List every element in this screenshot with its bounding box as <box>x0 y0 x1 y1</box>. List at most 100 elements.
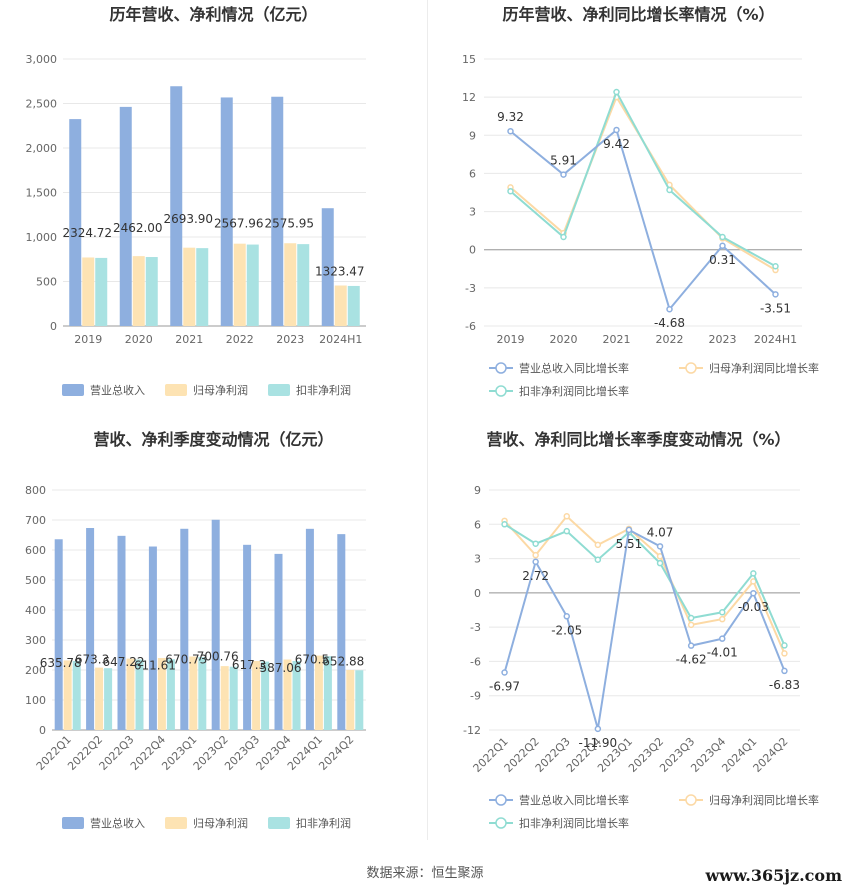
line-data-label: -3.51 <box>760 301 791 315</box>
bar-revenue <box>321 208 334 326</box>
bar-revenue <box>119 106 132 326</box>
bar-data-label: 670.73 <box>165 653 207 667</box>
y-tick-label: 3 <box>474 553 481 566</box>
bar-revenue <box>305 528 314 730</box>
x-tick-label: 2019 <box>497 333 525 346</box>
bar-revenue <box>54 539 63 730</box>
bar-net-profit <box>157 658 166 730</box>
bar-revenue <box>69 119 82 327</box>
data-point <box>560 171 567 178</box>
bar-data-label: 652.88 <box>322 654 364 668</box>
data-point <box>501 669 508 676</box>
legend-label: 营业总收入 <box>90 383 145 397</box>
y-tick-label: 500 <box>36 276 57 289</box>
bar-data-label: 617.3 <box>232 658 266 672</box>
bar-revenue <box>211 519 220 730</box>
legend-swatch <box>62 817 84 829</box>
data-point <box>666 186 673 194</box>
chart-title: 历年营收、净利同比增长率情况（%） <box>502 5 774 24</box>
bar-net-profit <box>189 656 198 730</box>
line-data-label: 5.51 <box>616 537 643 551</box>
bar-net-profit <box>95 667 104 730</box>
data-point <box>781 650 788 657</box>
data-point <box>613 126 620 134</box>
bar-deducted-profit <box>261 661 270 730</box>
bar-revenue <box>117 535 126 730</box>
series-line-revenue <box>503 528 786 730</box>
data-point <box>719 242 726 250</box>
y-tick-label: -6 <box>465 320 476 333</box>
data-point <box>781 642 788 649</box>
y-tick-label: 3,000 <box>26 53 58 66</box>
series-line-net-profit <box>503 514 786 654</box>
data-point <box>625 526 633 534</box>
x-tick-label: 2024H1 <box>754 333 797 346</box>
y-tick-label: 500 <box>25 574 46 587</box>
legend-marker <box>495 385 507 397</box>
y-tick-label: 6 <box>474 518 481 531</box>
bar-data-label: 1323.47 <box>315 264 365 278</box>
legend-label: 营业总收入同比增长率 <box>519 361 629 375</box>
legend-label: 扣非净利润同比增长率 <box>519 816 629 830</box>
bar-net-profit <box>314 655 323 730</box>
x-tick-label: 2019 <box>74 333 102 346</box>
data-point <box>563 613 570 620</box>
legend-marker <box>685 362 697 374</box>
bar-net-profit <box>132 256 145 326</box>
legend-label: 归母净利润同比增长率 <box>709 361 819 375</box>
bar-data-label: 2575.95 <box>264 216 314 230</box>
line-data-label: -4.62 <box>676 653 707 667</box>
y-tick-label: 100 <box>25 694 46 707</box>
x-tick-label: 2020 <box>125 333 153 346</box>
data-point <box>781 667 788 675</box>
line-data-label: 9.42 <box>603 137 630 151</box>
y-tick-label: 600 <box>25 544 46 557</box>
y-tick-label: -12 <box>463 724 481 737</box>
legend-label: 扣非净利润同比增长率 <box>519 384 629 398</box>
bar-net-profit <box>252 661 261 730</box>
x-tick-label: 2024H1 <box>319 333 362 346</box>
quarterly-revenue-profit-chart: 营收、净利季度变动情况（亿元） 0 100 200 300 400 500 600 700 800… <box>0 425 427 845</box>
bar-net-profit <box>346 670 355 730</box>
series-line-deducted-profit <box>509 89 776 268</box>
data-point <box>532 551 539 559</box>
bar-net-profit <box>126 658 135 730</box>
bar-net-profit <box>284 243 297 326</box>
legend-swatch <box>268 384 290 396</box>
y-tick-label: 800 <box>25 484 46 497</box>
data-point <box>666 305 673 313</box>
y-tick-label: 0 <box>39 724 46 737</box>
bar-net-profit <box>183 247 196 326</box>
annual-growth-rate-chart: 历年营收、净利同比增长率情况（%） -6 -3 0 3 6 9 12 15 2019 2020 202… <box>427 0 850 420</box>
data-point <box>594 541 602 549</box>
legend-label: 扣非净利润 <box>296 816 351 830</box>
chart-title: 营收、净利同比增长率季度变动情况（%） <box>486 430 790 449</box>
x-tick-label: 2021 <box>603 333 631 346</box>
data-point <box>719 635 726 642</box>
bar-data-label: 673.3 <box>75 652 109 666</box>
data-point <box>532 558 539 566</box>
legend-marker <box>495 817 507 829</box>
bar-data-label: 2324.72 <box>62 226 112 240</box>
panel-divider <box>427 0 428 840</box>
bar-revenue <box>243 544 252 730</box>
bar-deducted-profit <box>292 661 301 730</box>
y-tick-label: 2,500 <box>26 98 58 111</box>
bar-data-label: 670.5 <box>295 653 329 667</box>
legend-swatch <box>268 817 290 829</box>
bar-data-label: 635.78 <box>40 656 82 670</box>
bar-revenue <box>337 534 346 730</box>
bar-deducted-profit <box>347 285 360 326</box>
bar-revenue <box>271 96 284 326</box>
bar-data-label: 2693.90 <box>163 212 213 226</box>
watermark: www.365jz.com <box>705 866 842 885</box>
data-point <box>563 513 570 520</box>
bar-data-label: 2567.96 <box>214 217 264 231</box>
data-source-note: 数据来源：恒生聚源 <box>366 866 484 881</box>
bar-deducted-profit <box>104 668 113 730</box>
bar-net-profit <box>334 285 347 326</box>
x-tick-label: 2023 <box>276 333 304 346</box>
bar-deducted-profit <box>145 257 158 326</box>
y-tick-label: -6 <box>470 655 481 668</box>
data-point <box>594 556 602 563</box>
